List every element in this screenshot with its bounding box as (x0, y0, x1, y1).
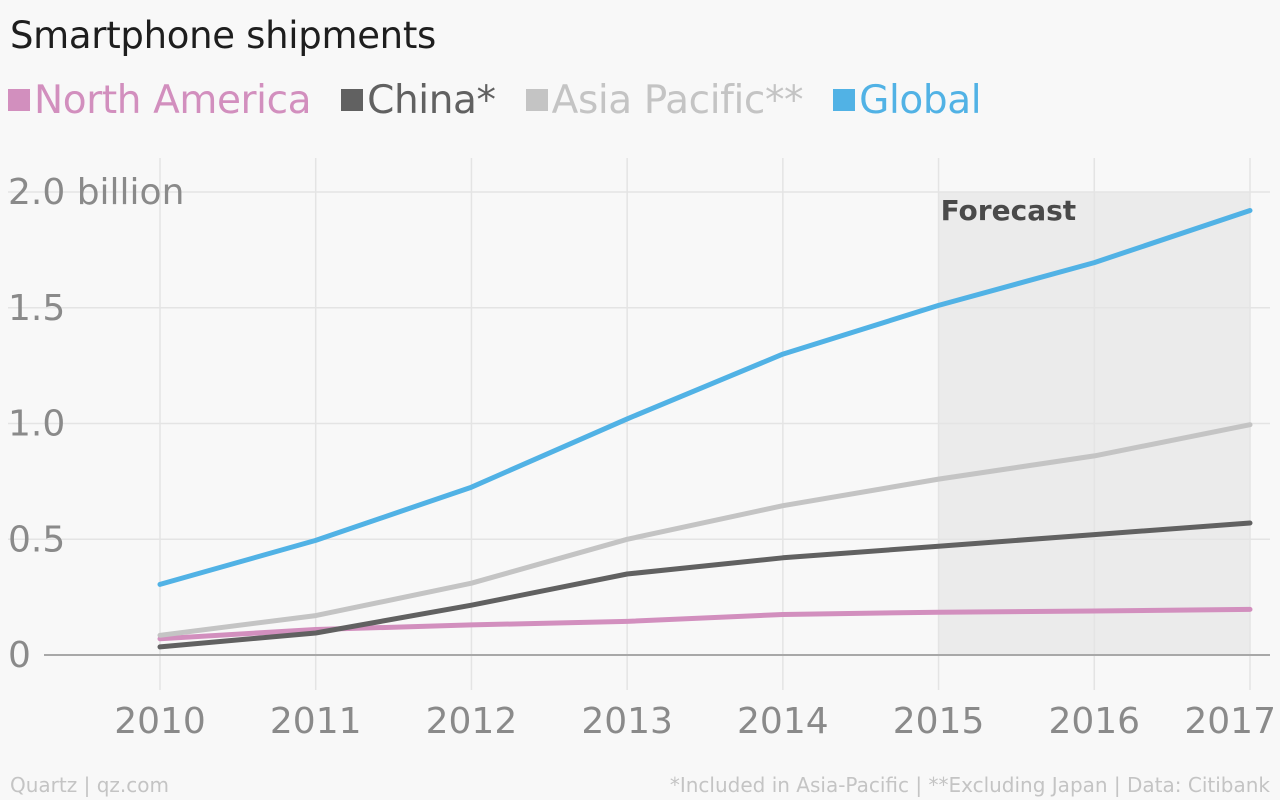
x-tick-label: 2010 (114, 701, 206, 742)
legend-label-north-america: North America (34, 77, 312, 123)
x-tick-label: 2016 (1048, 701, 1140, 742)
legend-item-asia-pacific: Asia Pacific** (525, 77, 804, 123)
y-tick-label: 2.0 billion (8, 172, 184, 213)
legend-label-global: Global (859, 77, 982, 123)
forecast-label: Forecast (941, 194, 1077, 227)
legend-swatch-china (341, 89, 364, 111)
legend-swatch-north-america (8, 89, 30, 111)
footer-notes: *Included in Asia-Pacific | **Excluding … (669, 773, 1270, 797)
legend-swatch-global (833, 89, 856, 111)
footer-source: Quartz | qz.com (10, 773, 169, 797)
y-tick-label: 1.5 (8, 288, 65, 329)
x-tick-label: 2012 (426, 701, 518, 742)
x-tick-label: 2011 (270, 701, 362, 742)
legend-item-global: Global (833, 77, 982, 123)
series-line-china (157, 520, 1253, 650)
x-tick-label: 2013 (581, 701, 673, 742)
legend-item-china: China* (341, 78, 496, 123)
series-lines (157, 208, 1253, 650)
x-tick-label: 2014 (737, 701, 829, 742)
x-tick-label: 2017 (1184, 701, 1276, 742)
series-line-global (157, 208, 1253, 587)
y-tick-label: 1.0 (8, 404, 65, 445)
legend-label-asia-pacific: Asia Pacific** (551, 77, 804, 123)
x-tick-label: 2015 (893, 701, 985, 742)
y-tick-label: 0.5 (8, 519, 65, 560)
series-line-asia-pacific (157, 422, 1253, 638)
chart-title: Smartphone shipments (10, 14, 437, 57)
y-tick-label: 0 (8, 635, 31, 676)
tick-labels: 0 0.5 1.0 1.5 2.0 billion 2010 2011 2012 2013 201… (8, 172, 1276, 742)
legend-swatch-asia-pacific (525, 89, 548, 111)
legend-item-north-america: North America (8, 77, 312, 123)
legend-label-china: China* (367, 77, 496, 123)
legend: North America China* Asia Pacific** Glob… (8, 76, 1011, 124)
